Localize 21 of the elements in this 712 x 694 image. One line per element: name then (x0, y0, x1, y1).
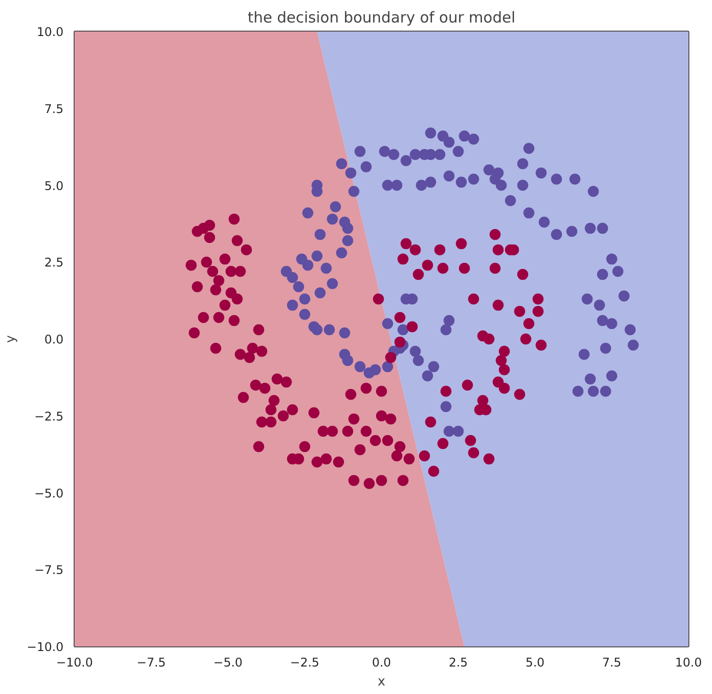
y-tick-label: −10.0 (26, 640, 64, 654)
y-tick-label: 0.0 (44, 332, 64, 346)
y-tick-label: −5.0 (34, 486, 64, 500)
y-tick-label: 7.5 (44, 102, 64, 116)
x-tick-label: 0.0 (372, 656, 392, 670)
x-tick-label: −7.5 (136, 656, 166, 670)
x-tick-label: −5.0 (213, 656, 243, 670)
y-axis-title: y (4, 334, 19, 343)
x-tick-label: 7.5 (602, 656, 622, 670)
x-tick-label: −2.5 (290, 656, 320, 670)
y-tick-label: 10.0 (36, 25, 64, 39)
x-axis-title: x (378, 674, 386, 690)
chart-title: the decision boundary of our model (248, 8, 516, 26)
y-tick-label: 2.5 (44, 256, 64, 270)
y-tick-label: 5.0 (44, 178, 64, 193)
x-tick-label: 2.5 (448, 656, 468, 670)
y-tick-label: −7.5 (34, 563, 64, 578)
x-tick-label: 5.0 (525, 656, 545, 670)
y-tick-label: −2.5 (34, 409, 64, 424)
x-tick-label: 10.0 (675, 656, 702, 670)
x-tick-label: −10.0 (56, 656, 93, 670)
